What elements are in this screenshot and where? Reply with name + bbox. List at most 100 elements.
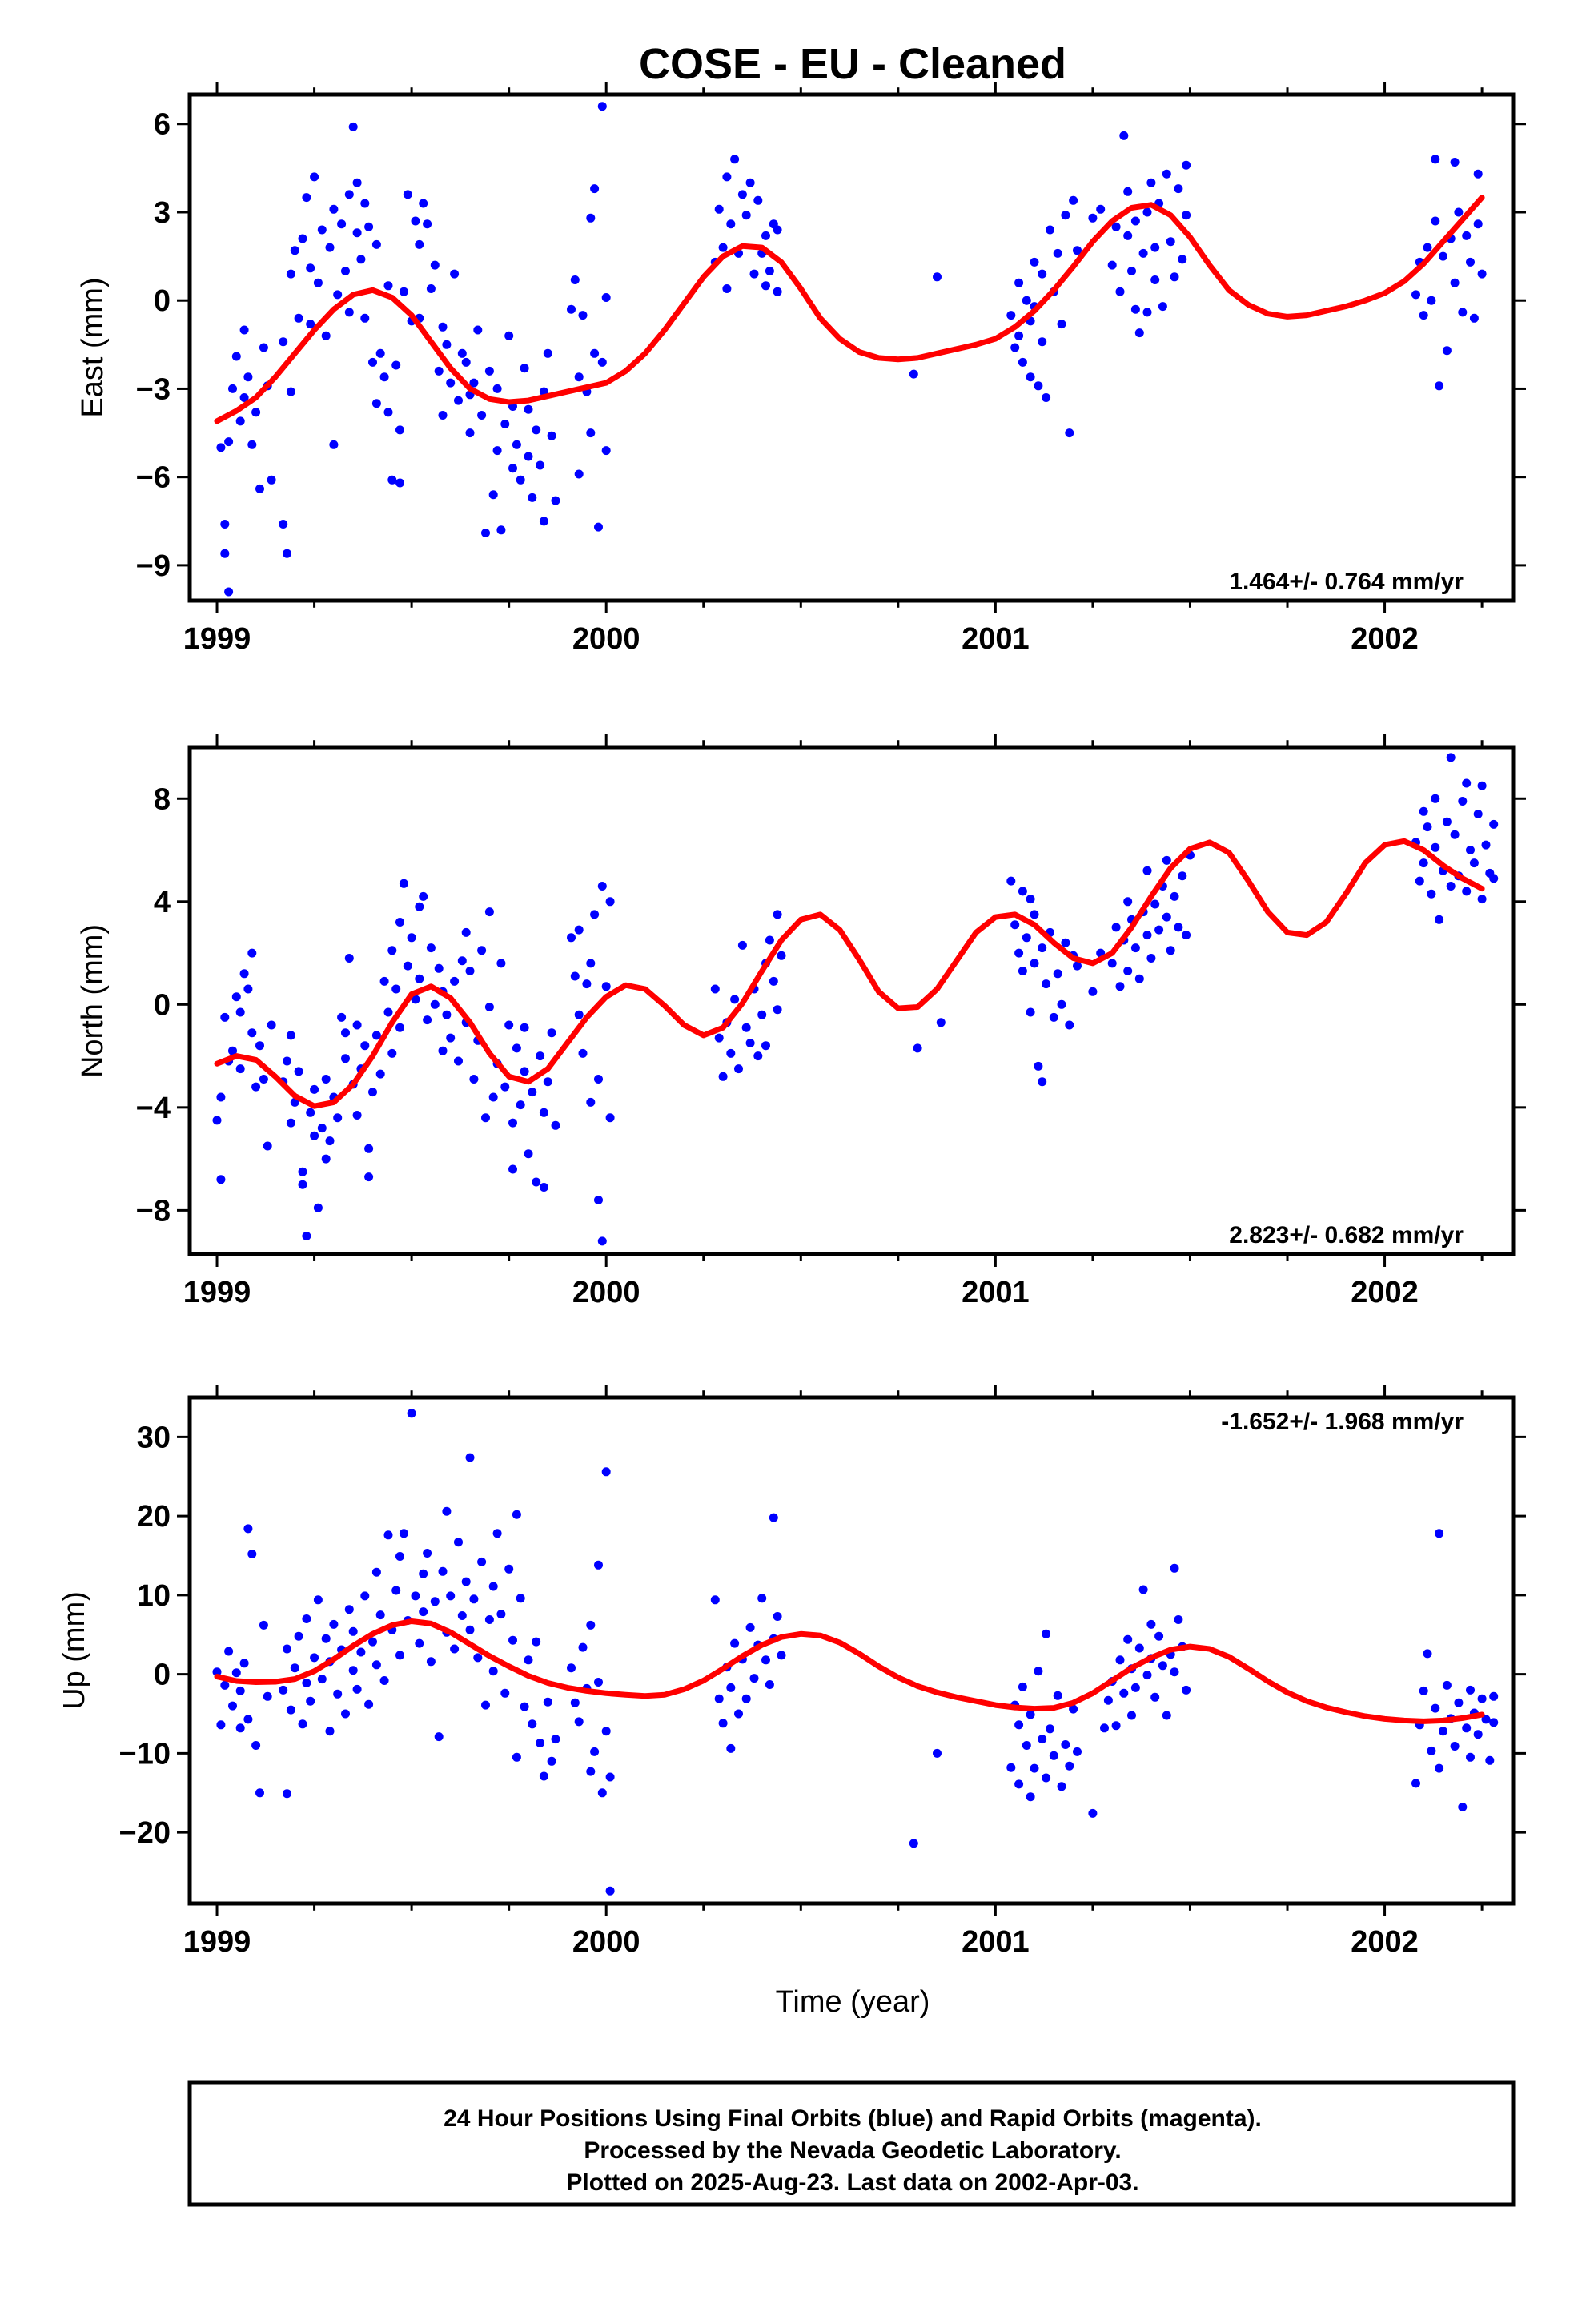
data-point [239, 969, 249, 979]
data-point [586, 1620, 596, 1630]
y-axis-label-north: North (mm) [76, 924, 110, 1078]
data-point [1018, 887, 1027, 896]
y-tick-label: −6 [136, 461, 171, 495]
data-point [356, 1647, 366, 1657]
footer-line-1: 24 Hour Positions Using Final Orbits (bl… [444, 2105, 1262, 2132]
data-point [520, 1067, 529, 1076]
data-point [360, 1041, 370, 1051]
data-point [235, 1064, 245, 1074]
data-point [726, 1743, 736, 1753]
data-point [364, 1172, 374, 1182]
data-point [251, 1082, 261, 1092]
data-point [1030, 257, 1039, 267]
data-point [741, 1023, 751, 1032]
data-point [1026, 1710, 1035, 1719]
data-point [504, 331, 514, 340]
data-point [539, 517, 548, 526]
data-point [508, 1635, 517, 1645]
data-point [368, 1088, 377, 1097]
data-point [512, 1043, 521, 1053]
data-point [718, 1719, 728, 1728]
data-point [1182, 160, 1191, 170]
data-point [375, 348, 385, 358]
data-point [251, 408, 261, 417]
data-point [465, 967, 475, 975]
data-point [1142, 308, 1152, 317]
data-point [737, 190, 747, 199]
data-point [1030, 910, 1039, 919]
data-point [1038, 337, 1047, 347]
data-point [516, 475, 525, 485]
data-point [1119, 131, 1129, 140]
data-point [1489, 874, 1499, 883]
data-point [1014, 331, 1024, 340]
data-point [399, 1529, 408, 1538]
data-point [399, 879, 408, 888]
data-point [1162, 1711, 1171, 1720]
data-point [360, 1591, 370, 1601]
data-point [212, 1116, 222, 1125]
data-point [348, 1666, 358, 1675]
data-point [228, 384, 237, 393]
data-point [1146, 178, 1156, 187]
data-point [317, 1124, 327, 1133]
data-point [1427, 296, 1436, 305]
data-point [302, 1679, 311, 1687]
data-point [1178, 255, 1187, 264]
data-point [383, 1530, 393, 1540]
data-point [1431, 216, 1440, 226]
rate-label-east: 1.464+/- 0.764 mm/yr [1229, 569, 1464, 595]
data-point [465, 1453, 475, 1462]
data-point [1458, 797, 1468, 806]
data-point [1469, 313, 1479, 323]
data-point [586, 213, 596, 223]
data-point [570, 971, 580, 981]
data-point [769, 1513, 778, 1522]
data-point [586, 1097, 596, 1107]
data-point [259, 1075, 268, 1084]
data-point [283, 1789, 291, 1799]
data-point [1061, 938, 1070, 947]
data-point [333, 290, 343, 300]
data-point [1142, 866, 1152, 875]
data-point [344, 954, 354, 963]
data-point [532, 1637, 541, 1647]
data-point [263, 1691, 272, 1701]
data-point [1450, 830, 1460, 839]
data-point [734, 1064, 743, 1074]
data-point [371, 399, 381, 408]
data-point [391, 360, 401, 370]
data-point [290, 1663, 299, 1673]
data-point [371, 1567, 381, 1577]
data-point [1123, 1634, 1133, 1644]
data-point [539, 1183, 548, 1192]
data-point [1123, 187, 1133, 196]
data-point [777, 951, 786, 960]
data-point [1130, 216, 1140, 226]
data-point [235, 1007, 245, 1017]
data-point [1458, 308, 1468, 317]
data-point [512, 1510, 521, 1519]
data-point [1439, 251, 1447, 261]
data-point [426, 943, 436, 953]
data-point [1026, 1007, 1035, 1017]
data-point [469, 1594, 479, 1604]
plot-area-up [212, 1409, 1499, 1896]
data-point [578, 1642, 588, 1652]
data-point [590, 1747, 600, 1756]
data-point [1419, 858, 1428, 868]
data-point [220, 520, 230, 529]
data-point [773, 225, 782, 235]
data-point [1166, 237, 1175, 247]
data-point [543, 348, 552, 358]
data-point [325, 243, 335, 252]
data-point [298, 234, 307, 243]
data-point [1466, 1685, 1475, 1695]
data-point [578, 1048, 588, 1058]
data-point [333, 1113, 343, 1123]
footer-box: 24 Hour Positions Using Final Orbits (bl… [187, 2080, 1516, 2207]
data-point [1014, 948, 1024, 958]
data-point [1046, 225, 1054, 235]
x-tick-label: 2001 [962, 1276, 1030, 1309]
